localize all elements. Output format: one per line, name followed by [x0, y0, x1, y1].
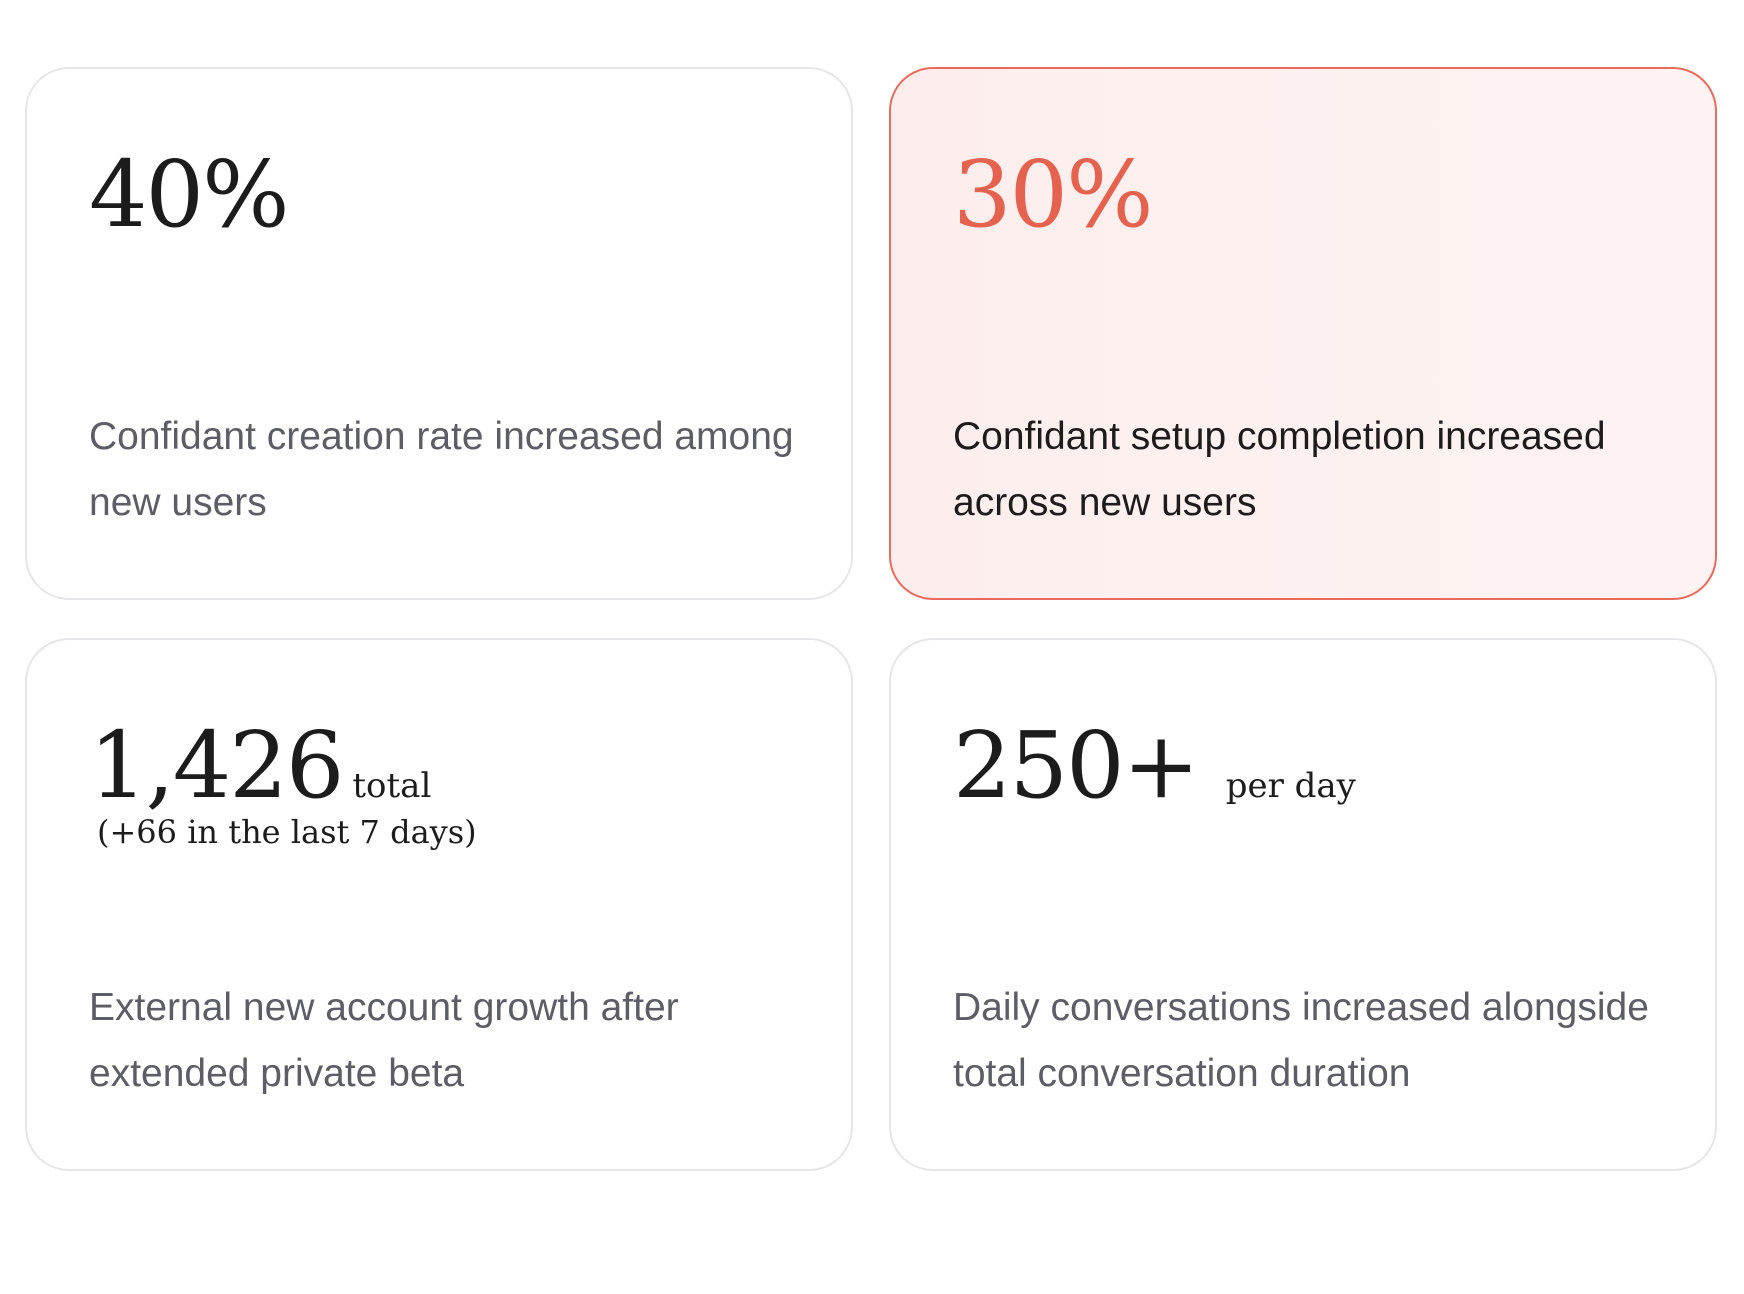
stat-card: 250+ per day Daily conversations increase…: [889, 638, 1717, 1171]
stat-head: 40%: [89, 141, 289, 248]
stat-value: 1,426: [89, 712, 344, 819]
stat-card-highlighted: 30% Confidant setup completion increased…: [889, 67, 1717, 600]
stat-head: 250+ per day: [953, 712, 1356, 819]
stat-value: 40%: [89, 141, 289, 248]
stat-card: 40% Confidant creation rate increased am…: [25, 67, 853, 600]
stat-suffix: total: [352, 766, 432, 806]
stat-note: (+66 in the last 7 days): [97, 813, 477, 851]
stat-description: Daily conversations increased alongside …: [953, 986, 1649, 1095]
stat-suffix: per day: [1225, 766, 1356, 806]
stat-value: 250+: [953, 712, 1200, 819]
stat-description: Confidant setup completion increased acr…: [953, 415, 1606, 524]
stat-description: Confidant creation rate increased among …: [89, 415, 794, 524]
stat-head: 30%: [953, 141, 1153, 248]
stat-value: 30%: [953, 141, 1153, 248]
stat-head: 1,426 total (+66 in the last 7 days): [89, 712, 477, 851]
stat-card: 1,426 total (+66 in the last 7 days) Exter…: [25, 638, 853, 1171]
stat-description: External new account growth after extend…: [89, 986, 679, 1095]
